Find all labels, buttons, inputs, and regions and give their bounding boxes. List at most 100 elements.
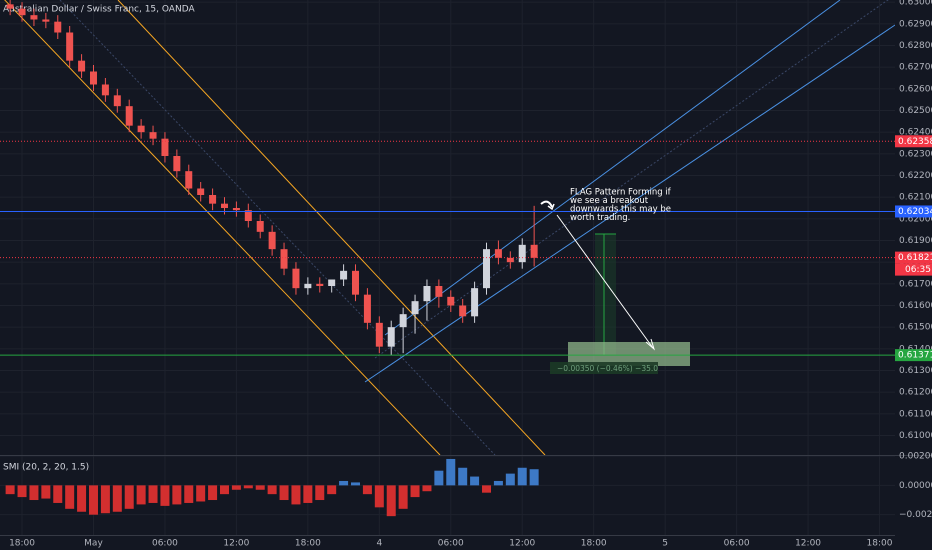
x-tick-label: 06:00 [438,539,464,549]
candle-body [220,203,228,208]
candle-body [483,249,491,289]
smi-bar [350,482,360,486]
candle-body [149,132,157,139]
candle-body [304,283,312,289]
channel-line [117,0,546,456]
smi-bar [303,485,313,503]
smi-bar [267,485,277,495]
x-tick-label: 18:00 [295,539,321,549]
annotation-text: downwards this may be [570,205,671,215]
candle-body [244,210,252,221]
smi-bar [29,485,39,501]
measure-label: −0.00350 (−0.46%) −35.0 [557,364,658,373]
smi-bar [458,467,468,486]
level-label: 0.62034 [898,207,932,217]
level-tag [895,349,932,362]
smi-bar [434,470,444,486]
candle-body [161,138,169,156]
arrow [556,214,654,349]
smi-bar [112,485,122,512]
candle-body [494,249,502,258]
smi-bar [398,485,408,509]
smi-bar [219,485,229,495]
candle-body [411,301,419,315]
candle-body [54,21,62,33]
candle-body [506,257,514,263]
smi-bar [529,469,539,486]
measure-area [595,234,616,355]
level-tag [895,135,932,148]
channel-line [4,0,441,456]
candle-body [113,95,121,107]
smi-bar [77,485,87,512]
smi-bar [65,485,75,509]
channel-line [384,0,841,336]
countdown-tag [895,263,932,276]
x-tick-label: 12:00 [509,539,535,549]
channel-midline [374,0,889,359]
smi-bar [196,485,206,502]
smi-bar [386,485,396,517]
smi-bar [41,485,51,499]
candle-body [30,15,38,20]
level-tag [895,205,932,218]
smi-bar [124,485,134,509]
smi-bar [160,485,170,506]
candle-body [292,268,300,289]
x-tick-label: 5 [662,539,668,549]
drawings [4,0,896,456]
candle-body [42,19,50,22]
smi-bar [410,485,420,498]
candle-body [375,322,383,347]
candle-body [89,71,97,85]
y-tick-label: 0.00000 [899,481,932,491]
candle-body [256,221,264,232]
candle-body [197,188,205,195]
annotation-text: worth trading. [570,213,630,223]
smi-bar [17,485,27,498]
candle-body [518,244,526,263]
smi-bar [100,485,110,514]
channel-line [364,24,896,383]
x-tick-label: May [84,539,103,549]
candle-body [18,8,26,16]
curved-arrow [540,200,553,208]
candle-body [101,84,109,96]
candle-body [280,249,288,269]
candle-body [471,288,479,317]
indicator-title: SMI (20, 2, 20, 1.5) [3,463,89,473]
level-label: 0.61371 [898,351,932,361]
smi-bar [53,485,63,503]
smi-bar [339,480,349,486]
annotation-text: we see a breakout [570,196,649,206]
candle-body [185,171,193,189]
candle-body [447,296,455,306]
smi-bar [5,485,15,495]
symbol-title: Australian Dollar / Swiss Franc, 15, OAN… [3,5,195,15]
smi-bar [243,485,253,489]
smi-bar [255,485,265,490]
smi-bar [517,467,527,486]
smi-bar [279,485,289,501]
candle-body [209,195,217,204]
candle-body [387,327,395,347]
candle-body [125,106,133,126]
smi-bar [470,476,480,486]
channel-midline [59,0,496,456]
x-tick-label: 4 [376,539,382,549]
smi-bar [291,485,301,505]
candle-body [363,294,371,323]
